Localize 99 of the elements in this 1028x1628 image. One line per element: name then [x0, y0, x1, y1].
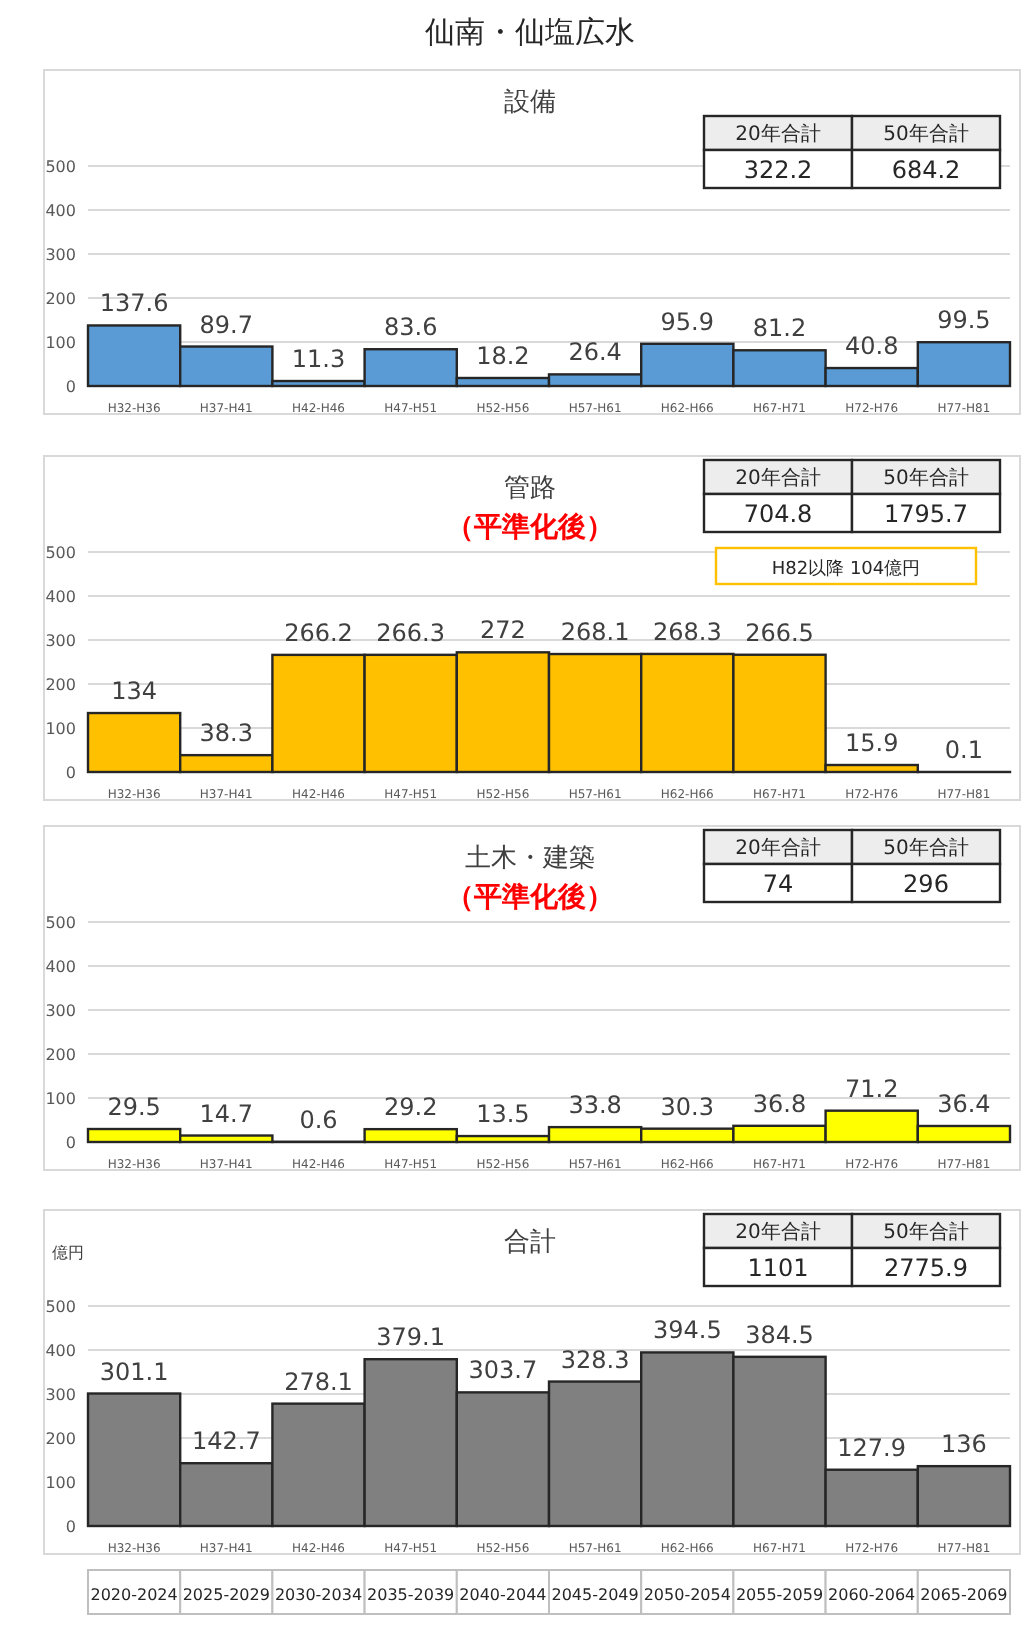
y-tick-label: 400 — [45, 202, 76, 220]
text: 2040-2044 — [459, 1586, 547, 1604]
y-tick-label: 100 — [45, 1090, 76, 1108]
y-tick-label: 300 — [45, 246, 76, 264]
y-tick-label: 100 — [45, 720, 76, 738]
data-label: 134 — [111, 677, 158, 706]
y-tick-label: 0 — [65, 1518, 76, 1536]
y-tick-label: 500 — [45, 1298, 76, 1316]
chart-title: 管路 — [504, 474, 556, 504]
data-label: 11.3 — [291, 345, 346, 374]
data-label: 14.7 — [199, 1099, 254, 1128]
data-label: 303.7 — [468, 1356, 538, 1385]
text: 2055-2059 — [735, 1586, 824, 1604]
data-label: 379.1 — [376, 1323, 446, 1352]
data-label: 36.4 — [937, 1089, 991, 1118]
y-tick-label: 0 — [65, 378, 76, 396]
chart-subtitle: （平準化後） — [446, 882, 614, 914]
data-label: 136 — [940, 1430, 987, 1459]
chart-title: 土木・建築 — [465, 844, 595, 874]
data-label: 268.1 — [560, 618, 630, 647]
y-tick-label: 0 — [65, 764, 76, 782]
y-tick-label: 500 — [45, 544, 76, 562]
chart-title: 設備 — [504, 88, 556, 118]
y-tick-label: 0 — [65, 1134, 76, 1152]
text: 2020-2024 — [90, 1586, 178, 1604]
y-tick-label: 400 — [45, 958, 76, 976]
data-label: 83.6 — [383, 313, 438, 342]
y-tick-label: 300 — [45, 1002, 76, 1020]
data-label: 301.1 — [99, 1357, 169, 1386]
text: 20年合計 — [735, 466, 821, 490]
text: 仙南・仙塩広水 — [425, 14, 635, 50]
data-label: 89.7 — [199, 310, 254, 339]
y-tick-label: 100 — [45, 1474, 76, 1492]
text: 2060-2064 — [828, 1586, 916, 1604]
data-label: 266.3 — [376, 618, 446, 647]
chart-subtitle: （平準化後） — [446, 512, 614, 544]
y-axis-title: 億円 — [52, 1244, 84, 1262]
data-label: 26.4 — [568, 338, 622, 367]
text: 2065-2069 — [920, 1586, 1008, 1604]
text: 20年合計 — [735, 1220, 821, 1244]
data-label: 29.2 — [383, 1093, 438, 1122]
data-label: 30.3 — [660, 1092, 715, 1121]
data-label: 13.5 — [476, 1100, 530, 1129]
data-label: 266.2 — [284, 618, 353, 647]
data-label: 0.6 — [299, 1105, 338, 1134]
text: 50年合計 — [883, 466, 969, 490]
data-label: 95.9 — [660, 307, 715, 336]
data-label: 137.6 — [99, 289, 169, 318]
chart-title: 合計 — [504, 1228, 556, 1258]
text: 2025-2029 — [182, 1586, 270, 1604]
data-label: 328.3 — [560, 1345, 630, 1374]
annotation: 322.2 — [743, 156, 813, 184]
data-label: 18.2 — [476, 341, 530, 370]
text: 296 — [903, 870, 949, 898]
y-tick-label: 200 — [45, 1430, 76, 1448]
data-label: 15.9 — [844, 729, 899, 757]
data-label: 272 — [479, 616, 526, 645]
y-tick-label: 400 — [45, 1342, 76, 1360]
text: 50年合計 — [883, 1220, 969, 1244]
annotation: 684.2 — [891, 156, 961, 184]
text: 2050-2054 — [643, 1586, 731, 1604]
text: 704.8 — [743, 500, 813, 528]
text: 20年合計 — [735, 836, 821, 860]
data-label: 38.3 — [199, 719, 254, 748]
y-tick-label: 200 — [45, 1046, 76, 1064]
data-label: 384.5 — [745, 1320, 814, 1349]
text: 50年合計 — [883, 122, 969, 146]
data-label: 266.5 — [745, 618, 814, 647]
data-label: 36.8 — [752, 1089, 807, 1118]
data-label: 268.3 — [652, 617, 722, 646]
data-label: 127.9 — [837, 1433, 907, 1462]
text: 1101 — [747, 1254, 809, 1282]
text: 20年合計 — [735, 122, 821, 146]
data-label: 71.2 — [844, 1074, 899, 1103]
y-tick-label: 300 — [45, 632, 76, 650]
y-tick-label: 500 — [45, 914, 76, 932]
data-label: 33.8 — [568, 1091, 622, 1120]
data-label: 142.7 — [191, 1427, 261, 1456]
data-label: 40.8 — [844, 332, 899, 361]
data-label: 29.5 — [107, 1093, 161, 1122]
text: 2030-2034 — [274, 1586, 363, 1604]
data-label: 99.5 — [937, 306, 991, 335]
data-label: 394.5 — [652, 1316, 722, 1345]
y-tick-label: 400 — [45, 588, 76, 606]
data-label: 0.1 — [944, 735, 983, 764]
text: 2045-2049 — [551, 1586, 639, 1604]
text: 2035-2039 — [367, 1586, 455, 1604]
text: 50年合計 — [883, 836, 969, 860]
annotation: H82以降 104億円 — [771, 558, 921, 580]
y-tick-label: 500 — [45, 158, 76, 176]
data-label: 278.1 — [284, 1367, 353, 1396]
data-label: 81.2 — [752, 314, 807, 343]
y-tick-label: 300 — [45, 1386, 76, 1404]
text: 2775.9 — [884, 1254, 968, 1282]
y-tick-label: 100 — [45, 334, 76, 352]
text: 74 — [762, 870, 794, 898]
text: 1795.7 — [884, 500, 968, 528]
y-tick-label: 200 — [45, 290, 76, 308]
y-tick-label: 200 — [45, 676, 76, 694]
